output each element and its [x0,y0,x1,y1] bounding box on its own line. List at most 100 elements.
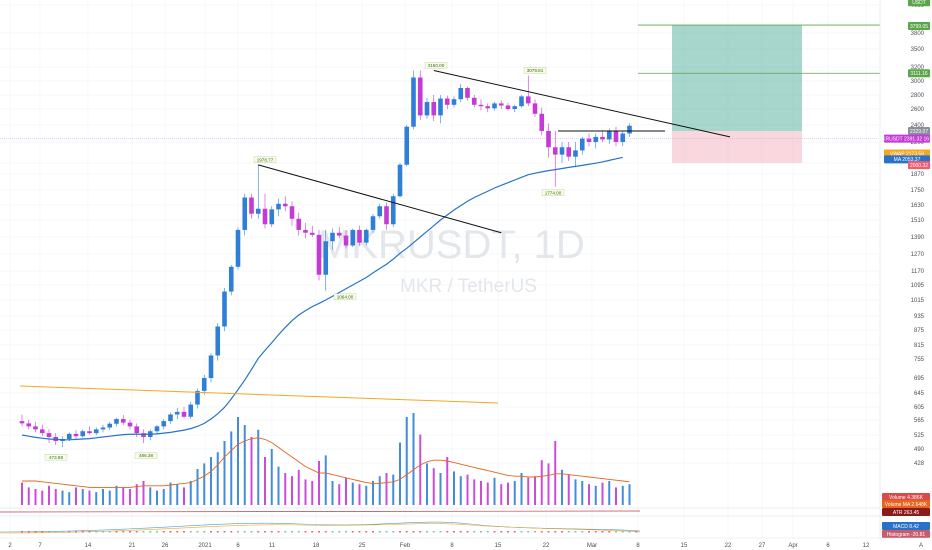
volume-bar [628,484,631,505]
indicator-label: Volume 4.386K [889,495,924,501]
price-tick-label: 815 [914,343,925,349]
volume-bar [183,487,185,505]
price-tick-label: 1750 [911,188,925,194]
price-annotation: 486.38 [139,453,153,458]
macd-histogram-bar [21,531,23,533]
volume-bar [581,481,584,505]
candle-body [458,88,464,100]
price-tick-label: 935 [914,314,925,320]
volume-bar [405,417,408,505]
volume-bar [345,477,347,505]
price-annotation: 3150.00 [428,63,445,68]
indicator-tag [882,493,930,501]
price-annotation-box [333,293,357,301]
volume-bar [203,463,206,505]
position-zones[interactable] [0,24,880,163]
trendline-2 [433,70,731,138]
volume-bar [324,455,327,505]
macd-histogram-bar [122,531,125,533]
time-axis[interactable]: 2 7 14 21 26 2021 6 11 18 25 Feb 8 15 22 Mar 8 15 22 27 Apr… [0,537,932,550]
indicator-label: Volume MA 2.648K [885,502,928,508]
volume-bar [426,463,428,505]
time-tick-label: 6 [236,543,240,549]
macd-histogram-bar [331,531,334,533]
macd-histogram-bar [176,531,179,533]
volume-bar [554,441,557,505]
candle-body [174,411,180,415]
candle-body [262,208,268,225]
volume-bar [540,460,543,505]
candle-body [485,106,491,109]
price-label-tag [884,134,930,143]
macd-histogram-bar [196,531,199,533]
volume-bar [277,466,280,505]
price-axis-bg [880,0,932,538]
macd-histogram-bar [291,531,293,533]
candle-body [161,421,167,427]
candle-body [114,419,119,424]
macd-histogram-bar [270,531,273,533]
candle-body [384,206,389,225]
volume-bar [621,485,624,505]
volume-bar [135,484,138,505]
macd-histogram-bar [453,531,455,533]
drawings[interactable]: 473.88 486.38 1978.77 1064.00 3150.00 3079.81… [19,62,731,461]
price-tick-label: 525 [914,433,925,439]
volume-bar [68,492,71,505]
volume-bar [291,476,293,505]
candle-body [73,433,79,437]
macd-histogram-bar [426,531,428,533]
candle-body [586,138,592,142]
watermark: MKRUSDT, 1D MKR / TetherUS [318,223,585,297]
indicator-tag [882,530,930,538]
candle-body [519,96,524,107]
horizontal-support-line [19,385,499,404]
macd-histogram-bar [554,531,557,533]
volume-bar [331,481,334,505]
price-label-tag [908,0,930,7]
macd-histogram-bar [169,531,172,533]
macd-histogram-bar [250,531,253,533]
volume-bar [75,487,77,505]
candle-body [168,414,173,422]
candle-body [100,427,106,430]
time-tick-label: A [919,543,923,549]
time-tick-label: 27 [759,543,766,549]
macd-histogram-bar [405,531,408,533]
volume-bar [466,474,469,505]
macd-histogram-bar [594,531,597,533]
macd-histogram-bar [27,531,30,533]
macd-histogram-bar [608,531,611,533]
candle-body [377,206,383,217]
price-label-text: MA 2053.37 [894,157,921,163]
candle-body [411,77,416,127]
price-axis[interactable]: 4000380035003200300028002600240022002000… [878,0,932,538]
candle-body [478,104,484,107]
macd-histogram-bar [156,531,158,533]
price-annotation-box [424,62,448,69]
volume-bar [41,490,44,505]
candle-body [66,433,72,439]
volume-bar [115,485,118,505]
macd-histogram-bar [358,531,361,533]
indicator-panes [0,507,880,534]
watermark-symbol: MKRUSDT, 1D [318,223,585,267]
candle-body [303,229,308,233]
volume-bar [561,469,563,505]
volume-bar [601,482,604,505]
macd-histogram-bar [54,531,57,533]
candle-body [134,426,140,434]
time-tick-label: 15 [681,543,688,549]
macd-histogram-bar [513,531,516,533]
candle-body [390,196,396,225]
volume-bar [21,482,23,505]
macd-histogram-bar [95,531,98,533]
indicator-tag [882,500,930,508]
price-tick-label: 490 [914,447,925,453]
profit-zone [672,25,802,132]
candle-body [154,426,160,432]
price-tick-label: 605 [914,405,925,411]
macd-histogram-bar [189,531,192,533]
price-tick-label: 1510 [911,218,925,224]
